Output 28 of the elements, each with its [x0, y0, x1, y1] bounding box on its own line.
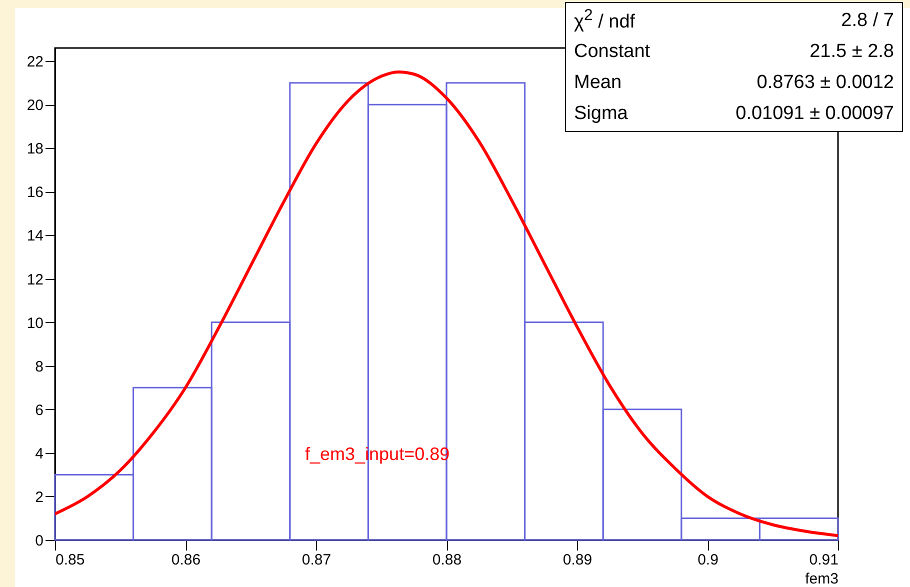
x-tick-label: 0.86 [171, 552, 201, 568]
annotation: 21.5 ± 2.8 [810, 40, 894, 62]
text: 2.8 / 7 [841, 10, 894, 30]
annotation: 0.01091 ± 0.00097 [736, 102, 894, 124]
y-tick-label: 10 [26, 314, 44, 332]
x-tick-label: 0.89 [562, 552, 592, 568]
annotation: Mean [574, 72, 622, 94]
annotation: 0.8763 ± 0.0012 [756, 72, 894, 94]
y-tick-label: 16 [26, 184, 44, 202]
x-tick-label: 0.91 [809, 552, 838, 568]
y-tick-label: 2 [35, 488, 44, 506]
x-tick-label: 0.9 [698, 552, 718, 568]
annotation: Constant [574, 40, 650, 62]
y-tick-label: 14 [26, 228, 44, 245]
y-tick-label: 12 [26, 271, 44, 288]
text: χ$^{2}$ / ndf [574, 7, 636, 33]
y-tick-label: 20 [26, 97, 44, 114]
y-tick-label: 8 [35, 358, 44, 376]
x-tick-label: 0.85 [56, 552, 85, 568]
annotation: Sigma [574, 102, 628, 124]
y-tick-label: 22 [26, 54, 44, 71]
x-tick-label: 0.88 [432, 552, 462, 568]
y-tick-label: 18 [26, 140, 44, 158]
y-tick-label: 4 [35, 445, 44, 462]
x-axis-title: fem3 [805, 570, 838, 587]
y-tick-label: 0 [35, 532, 44, 550]
x-tick-label: 0.87 [302, 552, 332, 568]
y-tick-label: 6 [35, 402, 44, 419]
